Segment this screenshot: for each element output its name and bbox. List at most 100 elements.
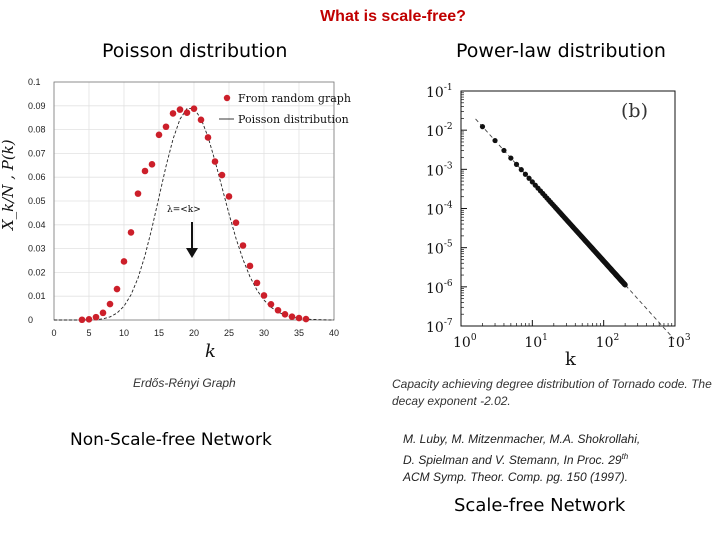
random-graph-point	[169, 110, 177, 117]
poisson-x-tick-label: 10	[119, 328, 129, 338]
random-graph-point	[176, 106, 184, 113]
powerlaw-point	[508, 155, 514, 161]
poisson-y-tick-label: 0.1	[28, 77, 41, 87]
citation-line-3: ACM Symp. Theor. Comp. pg. 150 (1997).	[403, 470, 628, 484]
powerlaw-point	[622, 282, 628, 288]
powerlaw-point	[526, 175, 532, 181]
powerlaw-x-tick-label: 102	[596, 333, 620, 351]
poisson-y-tick-label: 0.06	[28, 172, 46, 182]
powerlaw-y-tick-label: 10-1	[426, 83, 453, 101]
random-graph-point	[183, 109, 191, 117]
poisson-x-tick-label: 0	[51, 328, 56, 338]
poisson-y-tick-label: 0.03	[28, 244, 46, 254]
lambda-arrow	[186, 222, 198, 258]
powerlaw-y-tick-label: 10-4	[426, 201, 453, 219]
powerlaw-x-ticks: 100 101 102 103	[453, 320, 691, 351]
powerlaw-plot-frame	[460, 90, 676, 327]
random-graph-point	[141, 167, 149, 175]
powerlaw-y-tick-label: 10-6	[426, 279, 453, 297]
lambda-annotation: λ=<k>	[167, 205, 201, 215]
citation: M. Luby, M. Mitzenmacher, M.A. Shokrolla…	[403, 431, 713, 486]
slide-title: What is scale-free?	[320, 8, 466, 25]
random-graph-point	[302, 315, 310, 323]
poisson-y-tick-label: 0.05	[28, 196, 46, 206]
non-scale-free-label: Non-Scale-free Network	[70, 430, 272, 450]
random-graph-point	[253, 279, 261, 287]
poisson-y-tick-label: 0.07	[28, 148, 46, 158]
erdos-renyi-caption: Erdős-Rényi Graph	[133, 376, 236, 390]
powerlaw-point	[492, 137, 498, 144]
legend-label-poisson: Poisson distribution	[238, 113, 349, 126]
random-graph-point	[78, 316, 86, 324]
powerlaw-y-tick-label: 10-2	[426, 122, 453, 140]
poisson-x-tick-label: 5	[86, 328, 91, 338]
random-graph-point	[197, 116, 205, 124]
citation-line-1: M. Luby, M. Mitzenmacher, M.A. Shokrolla…	[403, 432, 641, 446]
poisson-y-tick-label: 0.04	[28, 220, 46, 230]
poisson-x-tick-label: 40	[329, 328, 339, 338]
powerlaw-y-tick-label: 10-5	[426, 240, 453, 258]
powerlaw-y-ticks: 10-1 10-2 10-3 10-4 10-5 10-6 10-7	[426, 83, 467, 336]
poisson-legend: From random graph Poisson distribution	[219, 92, 351, 126]
random-graph-point	[204, 134, 212, 141]
random-graph-point	[295, 314, 303, 322]
random-graph-point	[218, 171, 226, 179]
random-graph-points	[78, 105, 310, 324]
powerlaw-x-axis-label: k	[565, 349, 577, 370]
random-graph-point	[134, 190, 142, 197]
random-graph-point	[106, 300, 114, 308]
random-graph-point	[99, 309, 107, 317]
random-graph-point	[246, 262, 254, 270]
random-graph-point	[162, 123, 170, 131]
powerlaw-point	[518, 167, 524, 173]
random-graph-point	[85, 315, 93, 323]
citation-superscript: th	[621, 452, 629, 461]
poisson-x-axis-label: k	[205, 341, 216, 362]
random-graph-point	[155, 131, 163, 139]
random-graph-point	[92, 313, 100, 321]
powerlaw-point	[522, 171, 529, 177]
powerlaw-x-tick-label: 101	[524, 333, 548, 351]
poisson-y-tick-label: 0.02	[28, 267, 46, 277]
random-graph-point	[274, 306, 282, 314]
poisson-x-tick-label: 15	[154, 328, 164, 338]
poisson-plot-frame	[53, 81, 335, 321]
citation-line-2: D. Spielman and V. Stemann, In Proc. 29t…	[403, 448, 713, 469]
poisson-y-ticks: 0 0.01 0.02 0.03 0.04 0.05 0.06 0.07 0.08 0.09 0.1	[28, 77, 46, 325]
poisson-curve	[54, 108, 334, 321]
random-graph-point	[211, 158, 219, 165]
powerlaw-y-tick-label: 10-3	[426, 161, 453, 179]
poisson-chart: 0 0.01 0.02 0.03 0.04 0.05 0.06 0.07 0.08 0.09 0.1…	[0, 77, 351, 362]
scale-free-label: Scale-free Network	[454, 495, 626, 516]
random-graph-point	[148, 161, 156, 168]
random-graph-point	[239, 242, 247, 249]
powerlaw-chart: 10-110-210-310-410-510-610-7 100 101 102 10…	[426, 83, 691, 370]
random-graph-point	[225, 193, 233, 200]
poisson-y-tick-label: 0.08	[28, 125, 46, 135]
citation-line-2-text: D. Spielman and V. Stemann, In Proc. 29	[403, 453, 622, 467]
poisson-y-axis-label: X_k/N , P(k)	[0, 139, 17, 231]
random-graph-point	[281, 310, 289, 318]
random-graph-point	[260, 292, 268, 299]
powerlaw-y-tick-label: 10-7	[426, 318, 453, 336]
random-graph-point	[127, 229, 135, 236]
random-graph-point	[120, 258, 128, 265]
random-graph-point	[267, 300, 275, 308]
poisson-y-tick-label: 0	[28, 315, 33, 325]
random-graph-point	[288, 313, 296, 320]
poisson-x-tick-label: 30	[259, 328, 269, 338]
poisson-heading: Poisson distribution	[102, 40, 288, 62]
poisson-x-tick-label: 35	[294, 328, 304, 338]
powerlaw-x-tick-label: 100	[453, 333, 477, 351]
poisson-y-tick-label: 0.09	[28, 101, 46, 111]
poisson-x-tick-label: 20	[189, 328, 199, 338]
random-graph-point	[113, 285, 121, 293]
poisson-x-ticks: 0 5 10 15 20 25 30 35 40	[51, 328, 339, 338]
powerlaw-x-tick-label: 103	[667, 333, 691, 351]
panel-label-b: (b)	[621, 100, 648, 122]
poisson-x-tick-label: 25	[224, 328, 234, 338]
tornado-caption: Capacity achieving degree distribution o…	[392, 377, 712, 408]
powerlaw-point	[501, 147, 507, 154]
random-graph-point	[232, 219, 240, 226]
poisson-y-tick-label: 0.01	[28, 291, 46, 301]
